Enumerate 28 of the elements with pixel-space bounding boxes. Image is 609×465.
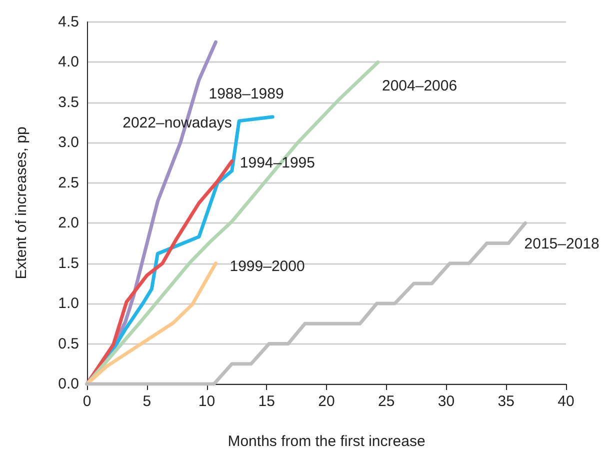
series-label: 1999–2000 [230,258,305,275]
series-label: 2022–nowadays [122,114,232,132]
y-tick-label: 1.5 [58,254,79,272]
x-tick-label: 25 [378,393,395,410]
x-tick-label: 30 [438,393,455,410]
x-tick-label: 15 [258,393,275,410]
y-tick-label: 2.0 [58,214,79,232]
series-label: 2015–2018 [524,236,600,253]
x-tick-label: 35 [498,393,514,410]
y-tick-label: 4.5 [58,14,79,30]
series-label: 1994–1995 [240,154,315,172]
series-label: 2004–2006 [382,78,458,95]
series-label: 1988–1989 [208,86,284,103]
y-axis-title: Extent of increases, pp [13,126,30,280]
y-tick-label: 0.5 [58,335,79,352]
x-tick-label: 5 [142,393,152,410]
y-tick-label: 4.0 [58,54,79,71]
y-tick-label: 1.0 [58,295,79,312]
x-tick-label: 40 [558,393,574,410]
x-axis-title: Months from the first increase [228,433,426,450]
x-tick-label: 10 [198,393,216,410]
x-tick-label: 0 [82,393,92,410]
y-tick-label: 2.5 [58,174,79,192]
x-tick-label: 20 [318,393,335,410]
y-tick-label: 3.0 [58,134,79,152]
y-tick-label: 0.0 [58,376,79,392]
line-series [85,262,218,386]
y-tick-label: 3.5 [58,94,79,111]
